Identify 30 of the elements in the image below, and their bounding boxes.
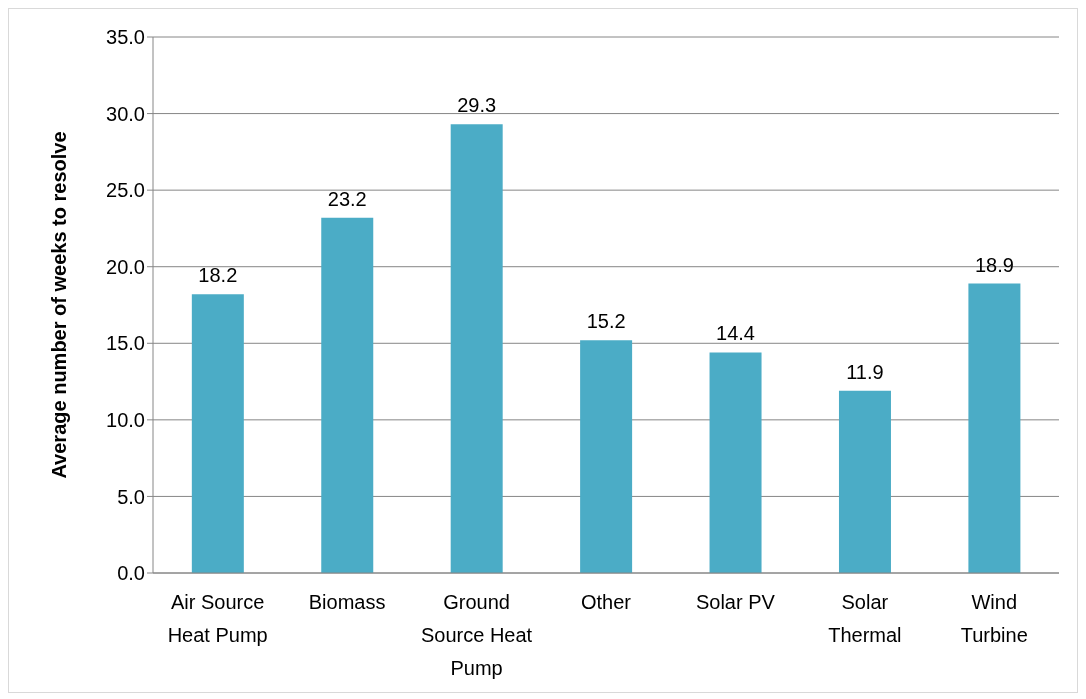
data-label: 23.2 [327, 187, 367, 210]
x-tick-label: Biomass [308, 591, 386, 613]
y-tick-label: 25.0 [106, 179, 145, 202]
x-tick-label: Solar Thermal [828, 591, 902, 646]
y-tick-label: 10.0 [106, 408, 145, 431]
y-tick-label: 35.0 [106, 26, 145, 49]
bar [321, 217, 374, 573]
data-label: 18.9 [974, 253, 1014, 276]
y-tick-label: 5.0 [117, 485, 145, 508]
data-label: 29.3 [457, 94, 497, 117]
y-tick-label: 20.0 [106, 255, 145, 278]
bar [580, 340, 633, 573]
x-tick-label: Other [580, 591, 632, 613]
data-label: 14.4 [716, 322, 756, 345]
x-tick-label: Wind Turbine [960, 591, 1028, 646]
data-label: 15.2 [586, 310, 626, 333]
bar [709, 352, 762, 573]
bar [838, 390, 891, 573]
bar [450, 124, 503, 573]
bar [191, 294, 244, 573]
x-tick-label: Air Source Heat Pump [167, 591, 268, 646]
data-label: 18.2 [198, 264, 238, 287]
x-tick-label: Solar PV [695, 591, 776, 613]
data-label: 11.9 [846, 360, 884, 383]
y-tick-label: 0.0 [117, 562, 145, 585]
y-tick-label: 15.0 [106, 332, 145, 355]
y-tick-label: 30.0 [106, 102, 145, 125]
x-tick-label: Ground Source Heat Pump [420, 591, 533, 679]
bar [968, 283, 1021, 573]
y-axis-title: Average number of weeks to resolve [48, 131, 71, 479]
